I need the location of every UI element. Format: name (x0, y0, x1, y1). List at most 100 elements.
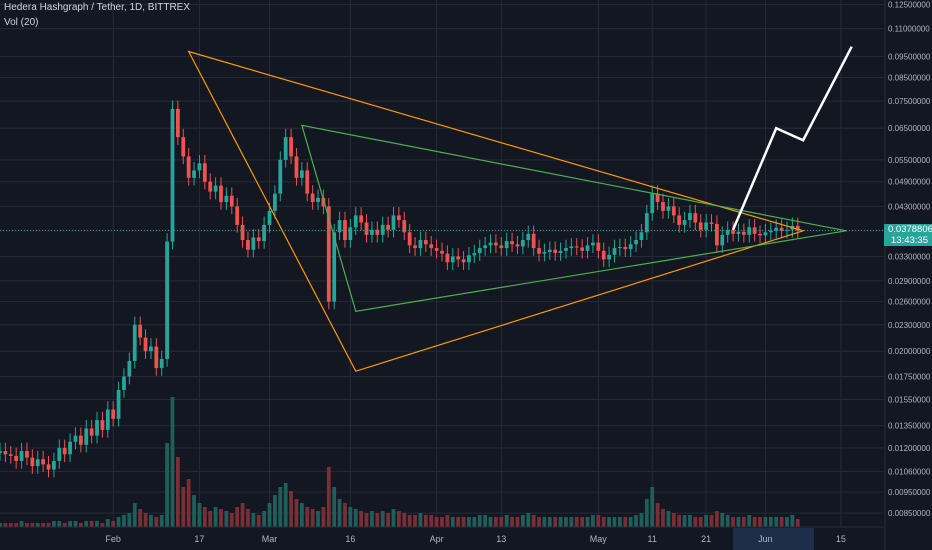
candle-body (520, 240, 525, 247)
volume-bar (747, 515, 752, 527)
candle-body (181, 137, 186, 157)
volume-bar (111, 521, 116, 527)
volume-bar (628, 517, 633, 527)
volume-bar (84, 521, 89, 527)
volume-bar (779, 517, 784, 527)
candle-body (278, 159, 283, 194)
y-tick-label: 0.03300000 (888, 252, 931, 261)
volume-bar (601, 517, 606, 527)
x-tick-label: Feb (105, 534, 121, 544)
candle-body (165, 241, 169, 359)
x-tick-label: 21 (701, 534, 711, 544)
candle-body (143, 337, 148, 352)
volume-bar (202, 507, 207, 527)
volume-bar (149, 515, 153, 527)
candle-body (240, 224, 245, 241)
candle-body (698, 222, 703, 230)
volume-bar (267, 503, 272, 527)
candle-body (35, 459, 40, 467)
candle-body (294, 156, 299, 178)
candle-body (251, 237, 256, 250)
volume-bar (418, 513, 423, 527)
volume-bar (52, 521, 56, 527)
volume-bar (30, 523, 35, 527)
candle-body (370, 229, 374, 235)
volume-bar (380, 511, 385, 527)
candle-body (537, 248, 541, 254)
volume-bar (353, 509, 358, 527)
volume-bar (165, 443, 169, 527)
volume-bar (186, 479, 191, 527)
volume-bar (564, 517, 568, 527)
candle-body (149, 346, 153, 352)
candle-body (122, 376, 126, 390)
y-tick-label: 0.04300000 (888, 202, 931, 211)
candle-body (321, 197, 326, 207)
volume-bar (391, 509, 396, 527)
volume-bar (623, 517, 628, 527)
candle-body (213, 185, 218, 192)
volume-bar (386, 513, 390, 527)
volume-bar (62, 523, 67, 527)
candle-body (170, 108, 175, 242)
candle-body (494, 242, 498, 246)
candle-body (472, 253, 477, 256)
volume-bar (181, 487, 186, 527)
candle-body (456, 256, 461, 260)
volume-bar (736, 517, 741, 527)
candle-body (795, 225, 800, 231)
volume-bar (542, 517, 547, 527)
y-tick-label: 0.09500000 (888, 52, 931, 61)
inner-triangle-drawing (301, 124, 847, 312)
volume-bar (585, 517, 590, 527)
candle-body (19, 451, 24, 461)
volume-bar (731, 517, 735, 527)
volume-bar (698, 517, 703, 527)
volume-bar (57, 521, 62, 527)
candle-body (41, 459, 46, 465)
volume-bar (655, 503, 660, 527)
candle-body (52, 460, 56, 470)
candle-body (477, 248, 482, 254)
volume-indicator-label: Vol (20) (4, 17, 39, 28)
candle-body (623, 246, 628, 250)
candle-body (488, 242, 493, 246)
volume-bar (467, 517, 471, 527)
candle-body (731, 229, 735, 234)
volume-bar (499, 517, 504, 527)
candle-body (95, 420, 99, 436)
volume-bar (682, 515, 687, 527)
volume-bar (688, 515, 692, 527)
y-tick-label: 0.02300000 (888, 321, 931, 330)
candle-body (0, 451, 2, 453)
volume-bar (768, 517, 773, 527)
volume-bar (235, 507, 240, 527)
volume-bar (450, 517, 455, 527)
candle-body (46, 464, 51, 470)
candle-body (650, 193, 655, 214)
projection-path (731, 46, 853, 231)
candle-body (531, 233, 536, 249)
candle-body (89, 428, 94, 436)
y-tick-label: 0.12500000 (888, 0, 931, 9)
volume-bar (413, 515, 417, 527)
candle-body (202, 163, 207, 182)
volume-bar (580, 517, 585, 527)
volume-bar (644, 499, 649, 527)
volume-bar (89, 521, 94, 527)
candle-body (499, 245, 504, 249)
candle-body (359, 215, 364, 223)
candle-body (569, 246, 574, 249)
volume-bar (715, 511, 719, 527)
candle-body (283, 137, 288, 160)
x-tick-label: 16 (345, 534, 355, 544)
candle-body (682, 220, 687, 225)
volume-bar (537, 517, 541, 527)
volume-bar (278, 487, 283, 527)
volume-bar (558, 517, 563, 527)
volume-bar (224, 511, 229, 527)
volume-bar (213, 507, 218, 527)
volume-bar (343, 503, 347, 527)
volume-bar (41, 523, 46, 527)
